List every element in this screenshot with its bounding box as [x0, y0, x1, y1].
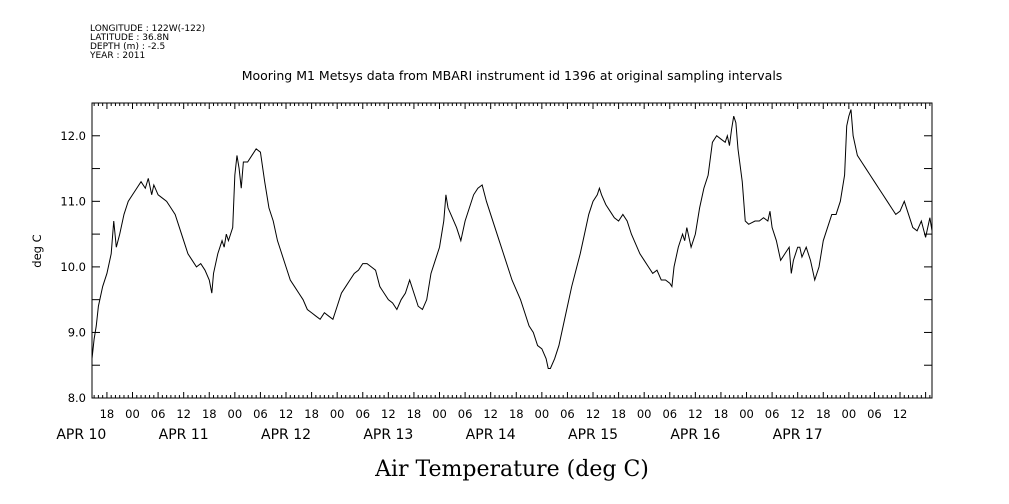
meta-year: YEAR : 2011: [89, 51, 145, 61]
y-tick-label: 10.0: [60, 260, 86, 274]
y-tick-label: 9.0: [68, 325, 86, 339]
x-hour-label: 12: [483, 407, 498, 421]
x-hour-label: 18: [202, 407, 217, 421]
x-hour-label: 00: [842, 407, 857, 421]
x-hour-label: 06: [560, 407, 575, 421]
series-line: [91, 109, 933, 369]
x-hour-label: 12: [893, 407, 908, 421]
x-hour-label: 06: [355, 407, 370, 421]
x-hour-label: 18: [509, 407, 524, 421]
x-hour-label: 12: [790, 407, 805, 421]
x-hour-label: 12: [279, 407, 294, 421]
x-hour-label: 18: [304, 407, 319, 421]
x-hour-label: 18: [100, 407, 115, 421]
axis-ticks: [92, 102, 932, 399]
y-axis-label: deg C: [30, 234, 44, 267]
x-day-label: APR 11: [159, 427, 209, 443]
x-hour-label: 18: [611, 407, 626, 421]
y-tick-label: 12.0: [60, 129, 86, 143]
x-hour-label: 18: [816, 407, 831, 421]
x-hour-label: 18: [407, 407, 422, 421]
x-day-label: APR 15: [568, 427, 618, 443]
x-hour-label: 06: [151, 407, 166, 421]
x-hour-label: 00: [535, 407, 550, 421]
x-hour-label: 06: [253, 407, 268, 421]
x-hour-label: 00: [739, 407, 754, 421]
x-hour-label: 06: [458, 407, 473, 421]
x-hour-label: 12: [586, 407, 601, 421]
chart-title: Mooring M1 Metsys data from MBARI instru…: [242, 68, 783, 83]
meta-longitude: LONGITUDE : 122W(-122): [90, 24, 205, 34]
x-hour-label: 00: [330, 407, 345, 421]
x-day-label: APR 14: [466, 427, 516, 443]
meta-latitude: LATITUDE : 36.8N: [90, 33, 169, 43]
x-day-label: APR 17: [773, 427, 823, 443]
plot-frame: [91, 102, 933, 399]
x-tick-labels: 18 00 06 12 18 00 06 12 18 00 06 12 18 00 06 12 18 00 06 12…: [56, 407, 907, 443]
y-tick-label: 8.0: [68, 391, 86, 405]
x-hour-label: 12: [381, 407, 396, 421]
x-hour-label: 00: [432, 407, 447, 421]
x-hour-label: 12: [688, 407, 703, 421]
x-axis-label: Air Temperature (deg C): [374, 457, 649, 482]
y-tick-labels: 8.0 9.0 10.0 11.0 12.0: [60, 129, 86, 405]
x-hour-label: 00: [637, 407, 652, 421]
x-hour-label: 12: [176, 407, 191, 421]
x-hour-label: 06: [662, 407, 677, 421]
x-day-label: APR 12: [261, 427, 311, 443]
y-tick-label: 11.0: [60, 194, 86, 208]
x-hour-label: 06: [765, 407, 780, 421]
x-day-label: APR 13: [363, 427, 413, 443]
x-day-label: APR 10: [56, 427, 106, 443]
meta-depth: DEPTH (m) : -2.5: [90, 42, 165, 52]
x-hour-label: 00: [228, 407, 243, 421]
x-day-label: APR 16: [670, 427, 720, 443]
x-hour-label: 18: [714, 407, 729, 421]
x-hour-label: 00: [125, 407, 140, 421]
x-hour-label: 06: [867, 407, 882, 421]
metadata-header: LONGITUDE : 122W(-122) LATITUDE : 36.8N …: [89, 24, 205, 61]
